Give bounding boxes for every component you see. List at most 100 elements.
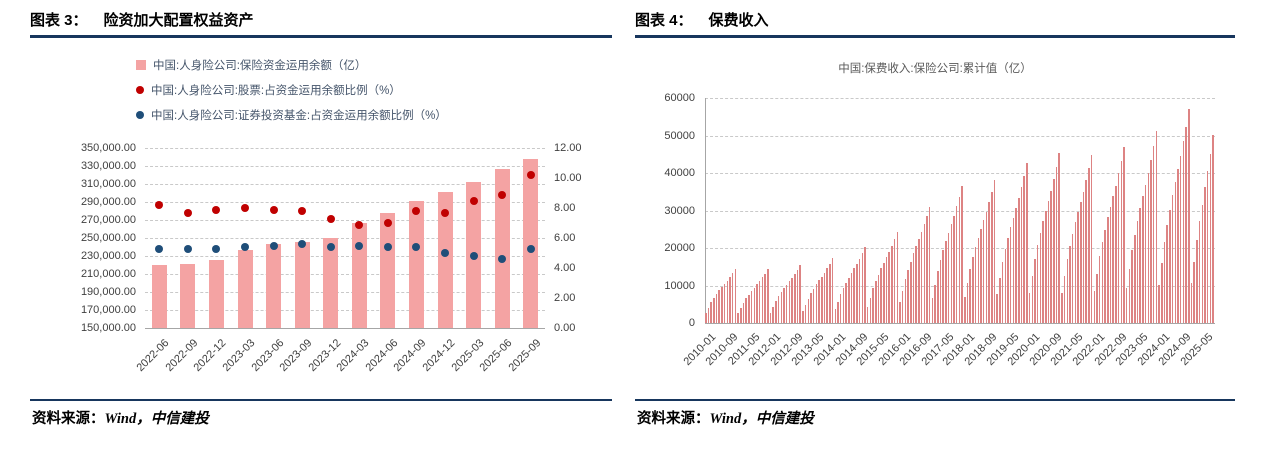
left-axis-label: 330,000.00 bbox=[80, 160, 136, 172]
bar bbox=[707, 307, 710, 323]
right-axis-label: 4.00 bbox=[554, 262, 576, 274]
bar bbox=[323, 237, 339, 328]
right-axis-label: 2.00 bbox=[554, 292, 576, 304]
bar bbox=[1198, 221, 1201, 323]
bar bbox=[1142, 196, 1144, 323]
y-axis-line bbox=[705, 98, 706, 323]
bar bbox=[745, 298, 747, 323]
bar bbox=[713, 297, 715, 323]
bar bbox=[939, 259, 942, 323]
figure4-source-note: 资料来源：Wind，中信建投 bbox=[637, 407, 814, 428]
bar bbox=[266, 244, 282, 328]
bar bbox=[823, 272, 826, 323]
bar bbox=[785, 284, 788, 323]
bar bbox=[931, 298, 934, 323]
bar bbox=[974, 247, 977, 323]
y-axis-label: 50000 bbox=[664, 129, 695, 142]
bar bbox=[826, 268, 828, 323]
grid-line bbox=[145, 238, 545, 239]
bar bbox=[866, 306, 869, 323]
bar bbox=[705, 313, 707, 323]
bar bbox=[896, 231, 899, 323]
bar bbox=[1026, 163, 1028, 323]
source-label: 资料来源： bbox=[32, 411, 105, 427]
bar bbox=[845, 282, 847, 323]
legend-item-balance: 中国:人身险公司:保险资金运用余额（亿） bbox=[136, 56, 447, 73]
bar bbox=[1061, 292, 1063, 323]
bar bbox=[1144, 184, 1147, 323]
bar bbox=[799, 264, 801, 323]
bar bbox=[969, 268, 971, 323]
bar bbox=[769, 312, 772, 323]
bar bbox=[772, 306, 774, 323]
bar bbox=[740, 307, 742, 323]
bar bbox=[1071, 233, 1074, 323]
bar bbox=[928, 206, 931, 323]
bar bbox=[942, 250, 944, 323]
bar bbox=[761, 277, 764, 323]
bar bbox=[767, 269, 769, 323]
bar bbox=[1115, 185, 1117, 323]
bar bbox=[988, 201, 990, 323]
figure4-source-rule bbox=[635, 399, 1235, 401]
bar bbox=[937, 270, 939, 323]
bar bbox=[1136, 221, 1139, 323]
figure3-title: 险资加大配置权益资产 bbox=[103, 11, 254, 29]
bar bbox=[1028, 292, 1031, 323]
bar bbox=[1201, 204, 1203, 323]
bar bbox=[1112, 196, 1114, 323]
data-point-dot bbox=[469, 196, 478, 205]
legend-marker-red-dot-icon bbox=[136, 85, 144, 94]
bar bbox=[1166, 224, 1168, 323]
x-axis-line bbox=[145, 328, 545, 329]
data-point-dot bbox=[269, 241, 278, 250]
bar bbox=[1209, 153, 1212, 323]
data-point-dot bbox=[241, 204, 249, 212]
bar bbox=[780, 292, 783, 323]
y-axis-label: 10000 bbox=[664, 279, 695, 292]
bar bbox=[1093, 291, 1096, 323]
bar bbox=[1204, 187, 1206, 324]
bar bbox=[926, 216, 928, 323]
bar bbox=[991, 191, 993, 323]
bar bbox=[1185, 126, 1187, 323]
bar bbox=[1171, 194, 1174, 323]
bar bbox=[815, 284, 818, 323]
bar bbox=[1152, 146, 1155, 323]
grid-line bbox=[145, 220, 545, 221]
bar bbox=[1177, 169, 1179, 323]
bar bbox=[818, 280, 820, 323]
legend-item-stocks: 中国:人身险公司:股票:占资金运用余额比例（%） bbox=[136, 81, 447, 98]
bar bbox=[753, 287, 756, 323]
bar bbox=[791, 277, 793, 323]
data-point-dot bbox=[441, 249, 449, 257]
bar bbox=[756, 284, 758, 323]
y-axis-label: 0 bbox=[688, 317, 695, 329]
bar bbox=[920, 232, 923, 323]
right-axis-label: 6.00 bbox=[554, 232, 576, 244]
bar bbox=[996, 294, 998, 323]
figure3-number: 图表 3： bbox=[30, 11, 88, 29]
bar bbox=[1055, 166, 1058, 323]
bar bbox=[408, 201, 424, 328]
figure4-panel: 图表 4： 保费收入 中国:保费收入:保险公司:累计值（亿） 60000 5000… bbox=[635, 8, 1235, 448]
legend-label-balance: 中国:人身险公司:保险资金运用余额（亿） bbox=[153, 59, 367, 72]
x-axis-line bbox=[705, 323, 1215, 324]
bar bbox=[907, 269, 909, 323]
bar bbox=[1015, 207, 1017, 323]
bar bbox=[1031, 275, 1033, 323]
data-point-dot bbox=[412, 243, 421, 251]
figure4-title: 保费收入 bbox=[708, 11, 769, 29]
bar bbox=[910, 261, 912, 323]
figure3-source-note: 资料来源：Wind，中信建投 bbox=[32, 407, 209, 428]
bar bbox=[821, 276, 823, 323]
bar bbox=[1098, 256, 1101, 323]
bar bbox=[742, 302, 745, 323]
data-point-dot bbox=[183, 244, 192, 253]
bar bbox=[788, 281, 791, 323]
bar bbox=[864, 247, 866, 323]
bar bbox=[731, 272, 734, 323]
data-point-dot bbox=[212, 244, 221, 253]
left-axis-label: 230,000.00 bbox=[80, 250, 136, 262]
bar bbox=[1066, 259, 1069, 323]
